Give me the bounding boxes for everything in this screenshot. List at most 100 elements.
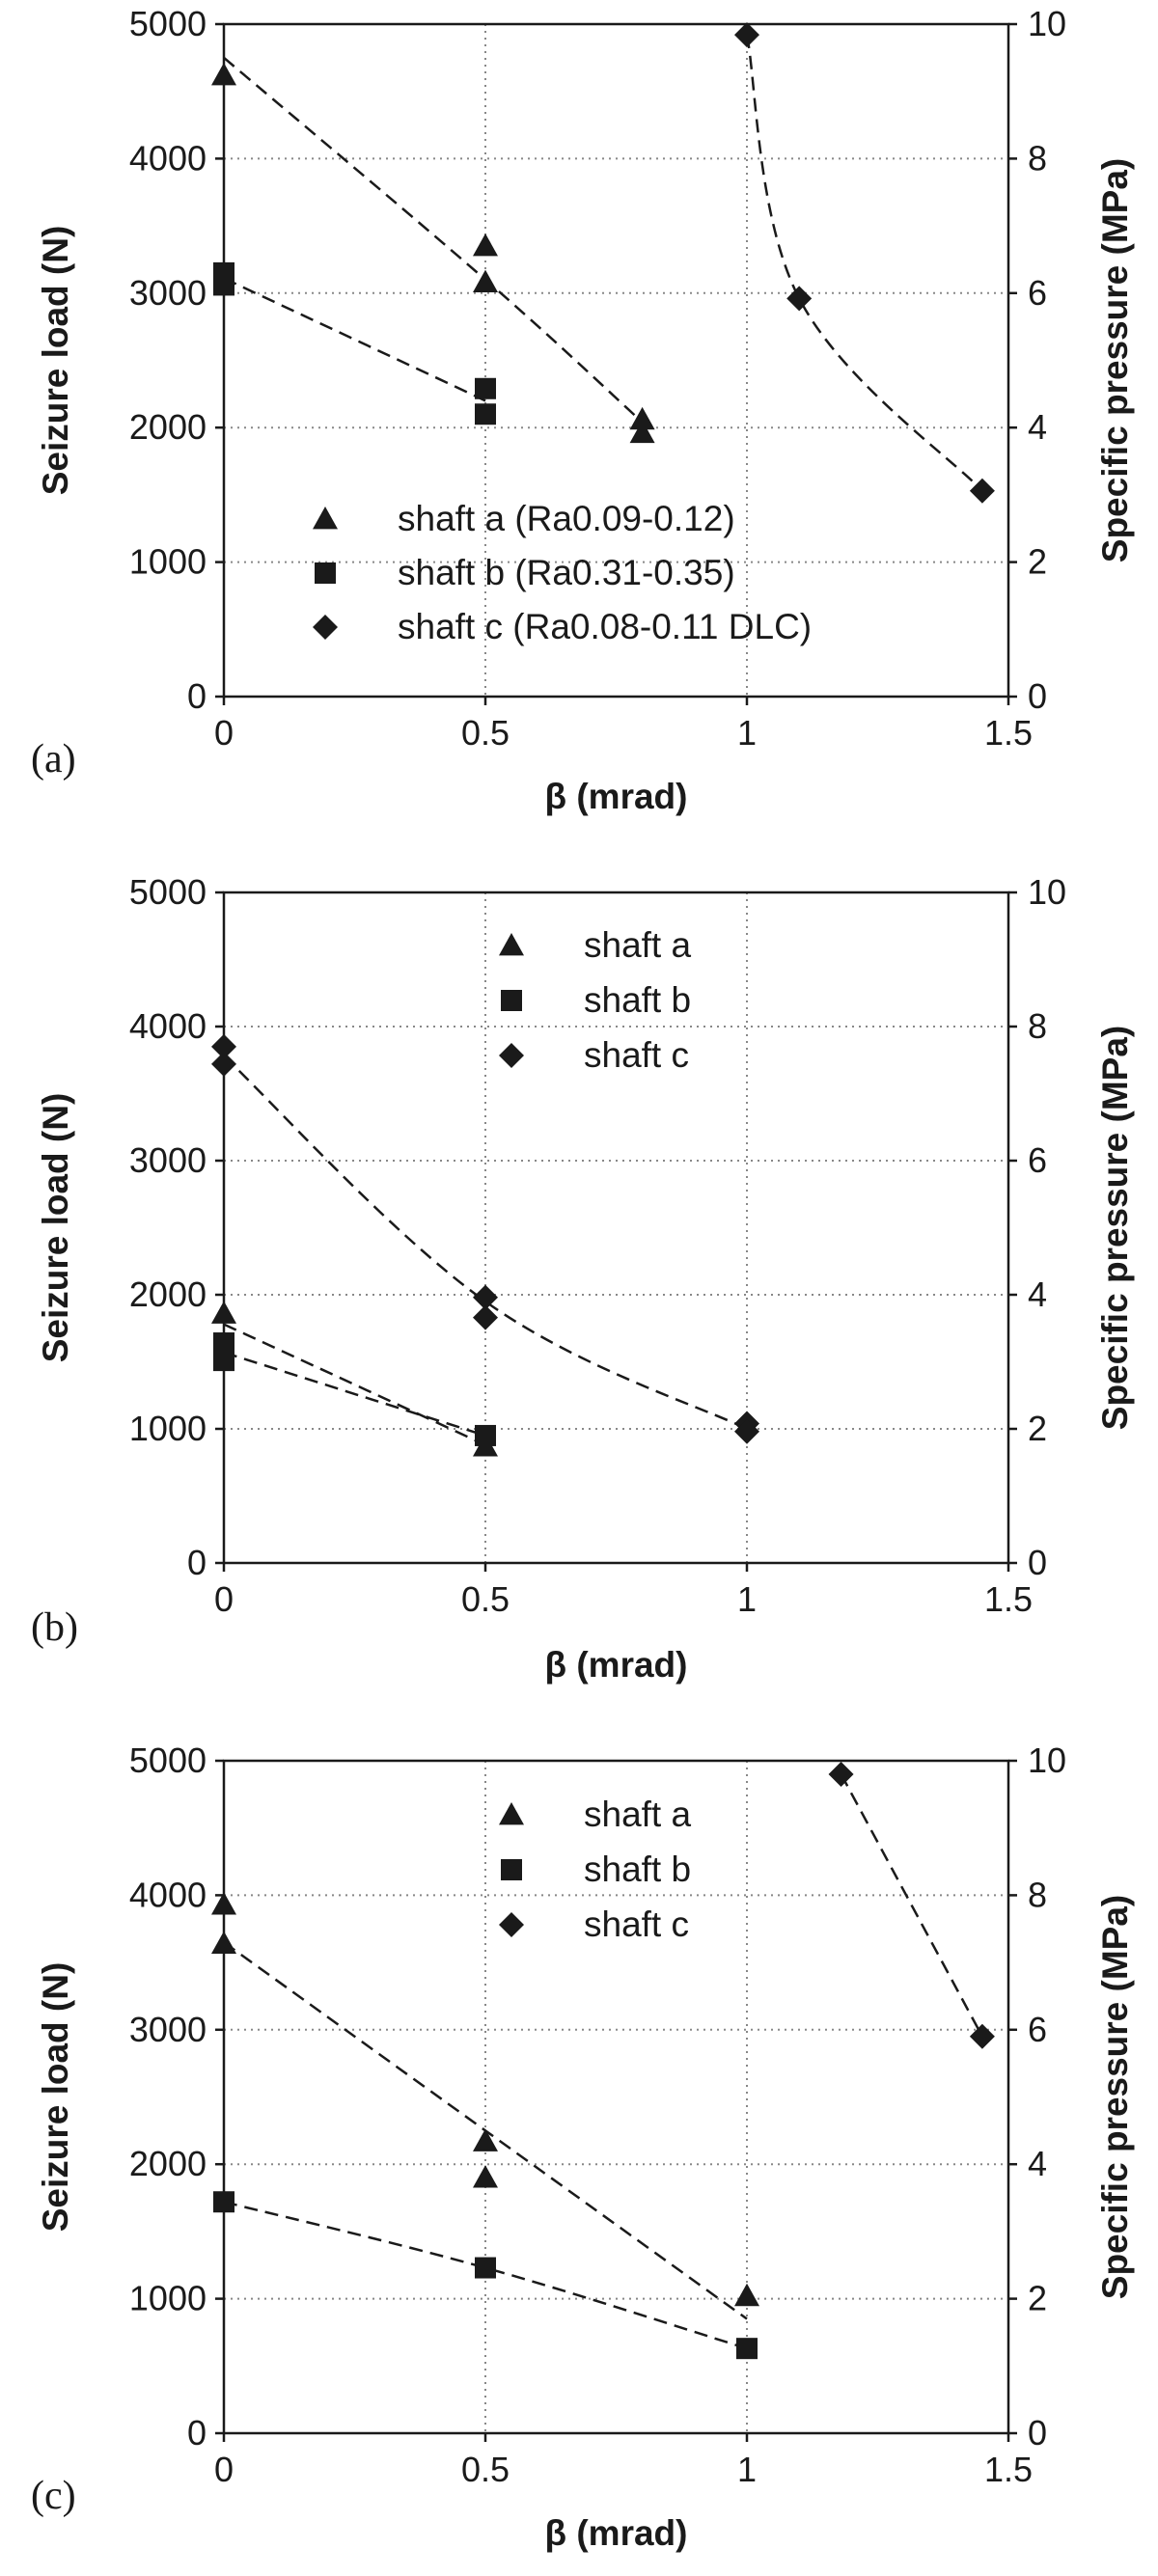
series-trend-line-3 (840, 1773, 984, 2038)
y-tick-label: 2000 (129, 407, 207, 447)
y-tick-label: 4000 (129, 1875, 207, 1914)
data-point-diamond (211, 1051, 236, 1077)
data-point-diamond (734, 22, 759, 48)
y-right-tick-label: 10 (1028, 4, 1066, 43)
y-tick-label: 0 (187, 2413, 207, 2453)
y-tick-label: 3000 (129, 273, 207, 313)
x-tick-label: 0.5 (461, 2450, 510, 2489)
data-point-diamond (734, 1418, 759, 1444)
y-tick-label: 3000 (129, 2010, 207, 2049)
x-tick-label: 1.5 (984, 1579, 1033, 1619)
panel-label: (a) (31, 737, 76, 781)
x-axis-title: β (mrad) (545, 1645, 688, 1685)
y-tick-label: 4000 (129, 138, 207, 178)
data-point-square (213, 2191, 234, 2213)
data-point-diamond (473, 1304, 498, 1330)
y-tick-label: 1000 (129, 1409, 207, 1448)
legend-label: shaft b (Ra0.31-0.35) (398, 553, 735, 592)
y-axis-title: Seizure load (N) (36, 1962, 75, 2233)
y-right-axis-title: Specific pressure (MPa) (1095, 1026, 1135, 1430)
x-tick-label: 0 (214, 713, 234, 753)
y-right-tick-label: 10 (1028, 1740, 1066, 1780)
data-point-square (475, 2257, 496, 2279)
y-right-tick-label: 4 (1028, 407, 1047, 447)
data-point-diamond (786, 286, 813, 312)
y-tick-label: 5000 (129, 872, 207, 912)
y-right-axis-title: Specific pressure (MPa) (1095, 158, 1135, 562)
data-point-triangle (211, 1892, 236, 1915)
series-trend-line-1 (223, 56, 644, 424)
data-point-triangle (473, 233, 498, 257)
y-right-tick-label: 6 (1028, 273, 1047, 313)
panel-label: (c) (31, 2474, 76, 2518)
y-right-tick-label: 8 (1028, 1875, 1047, 1914)
legend-marker-square (501, 1859, 522, 1880)
legend-label: shaft b (584, 1850, 691, 1889)
data-point-triangle (629, 420, 655, 444)
series-trend-line-2 (223, 1351, 486, 1438)
legend-label: shaft a (Ra0.09-0.12) (398, 499, 735, 538)
data-point-square (213, 1332, 234, 1355)
x-tick-label: 1.5 (984, 2450, 1033, 2489)
x-axis-title: β (mrad) (545, 777, 688, 816)
x-axis-title: β (mrad) (545, 2513, 688, 2553)
legend-label: shaft c (Ra0.08-0.11 DLC) (398, 607, 812, 646)
series-trend-line-2 (223, 277, 486, 402)
y-tick-label: 0 (187, 676, 207, 716)
series-trend-line-2 (223, 2201, 748, 2350)
plot-frame (222, 891, 1010, 1565)
y-right-tick-label: 4 (1028, 1274, 1047, 1314)
data-point-triangle (473, 269, 498, 293)
plot-frame (222, 22, 1010, 699)
data-point-triangle (473, 2128, 498, 2151)
data-point-square (736, 2338, 758, 2360)
y-tick-label: 1000 (129, 2279, 207, 2318)
legend-marker-diamond (499, 1043, 524, 1068)
legend-marker-diamond (499, 1912, 524, 1937)
y-right-tick-label: 0 (1028, 1543, 1047, 1582)
y-tick-label: 2000 (129, 1274, 207, 1314)
y-right-tick-label: 10 (1028, 872, 1066, 912)
data-point-diamond (969, 2023, 995, 2049)
series-trend-line-3 (223, 1055, 748, 1431)
data-point-triangle (734, 2283, 759, 2307)
chart-panel-3: 0 1000 2000 3000 4000 5000 0 2 4 6 8 10 0 0.5 1 1.5 Seiz… (31, 1740, 1135, 2553)
data-point-square (475, 377, 496, 399)
legend-label: shaft b (584, 980, 691, 1020)
y-right-tick-label: 4 (1028, 2144, 1047, 2183)
chart-panel-1: 0 1000 2000 3000 4000 5000 0 2 4 6 8 10 0 0.5 1 1.5 Seiz… (31, 4, 1135, 816)
data-point-triangle (211, 1931, 236, 1954)
x-tick-label: 0.5 (461, 713, 510, 753)
data-point-triangle (629, 406, 655, 430)
data-point-diamond (969, 478, 995, 504)
y-right-tick-label: 8 (1028, 1006, 1047, 1046)
y-right-axis-title: Specific pressure (MPa) (1095, 1895, 1135, 2299)
x-tick-label: 1 (737, 713, 757, 753)
legend-marker-diamond (313, 615, 338, 640)
data-point-diamond (473, 1284, 498, 1310)
y-tick-label: 5000 (129, 4, 207, 43)
x-tick-label: 1.5 (984, 713, 1033, 753)
x-tick-label: 1 (737, 2450, 757, 2489)
legend-marker-square (501, 990, 522, 1011)
y-axis-title: Seizure load (N) (36, 226, 75, 496)
legend-label: shaft a (584, 925, 691, 965)
y-right-tick-label: 6 (1028, 2010, 1047, 2049)
series-trend-line-3 (745, 34, 983, 492)
data-point-square (475, 1424, 496, 1446)
y-tick-label: 4000 (129, 1006, 207, 1046)
y-right-tick-label: 2 (1028, 2279, 1047, 2318)
y-tick-label: 2000 (129, 2144, 207, 2183)
y-tick-label: 1000 (129, 542, 207, 582)
y-right-tick-label: 8 (1028, 138, 1047, 178)
y-right-tick-label: 0 (1028, 676, 1047, 716)
legend-marker-triangle (499, 1802, 524, 1825)
legend-label: shaft c (584, 1905, 689, 1944)
y-tick-label: 5000 (129, 1740, 207, 1780)
data-point-triangle (211, 62, 236, 86)
y-right-tick-label: 0 (1028, 2413, 1047, 2453)
data-point-square (213, 274, 234, 296)
legend-label: shaft a (584, 1795, 691, 1834)
series-trend-line-1 (223, 1323, 486, 1446)
